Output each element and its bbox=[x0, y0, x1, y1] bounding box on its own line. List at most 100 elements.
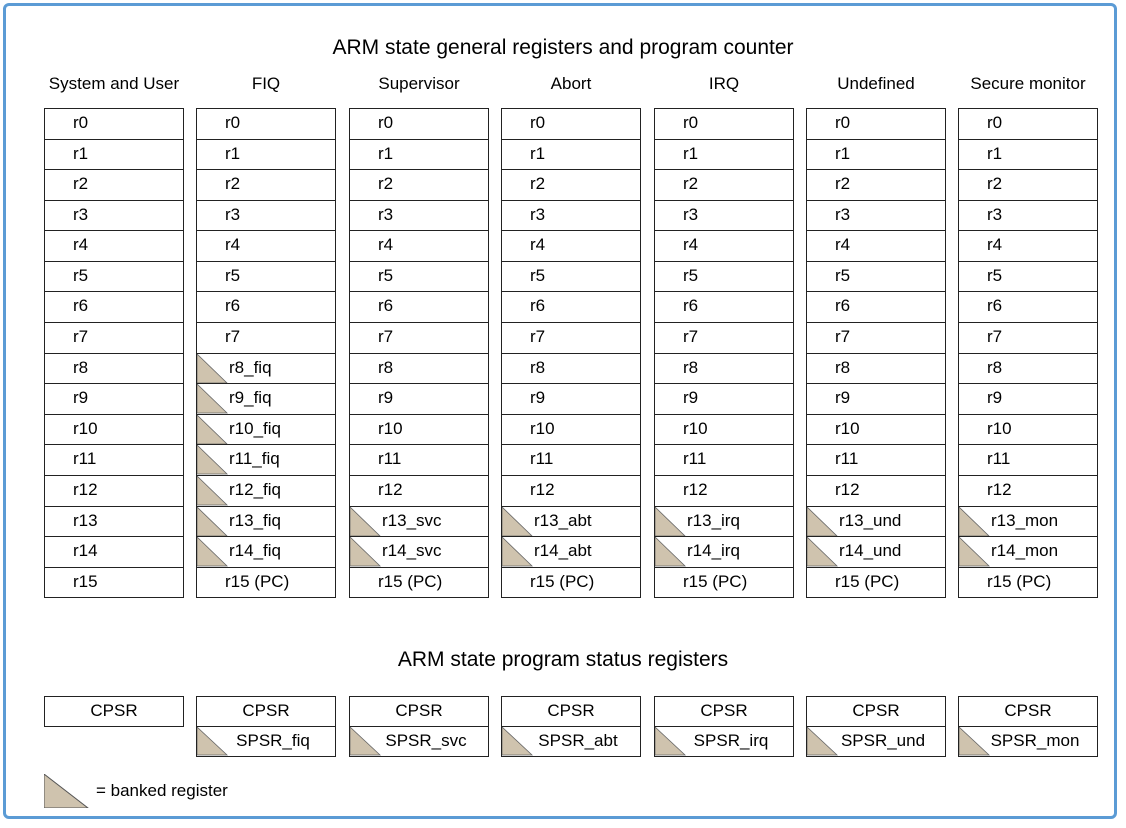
register-cell: r15 (PC) bbox=[349, 567, 489, 599]
register-cell: r6 bbox=[44, 292, 184, 324]
register-label: r2 bbox=[378, 174, 394, 194]
cpsr-cell: CPSR bbox=[196, 696, 336, 727]
register-label: r7 bbox=[530, 327, 546, 347]
mode-header-supervisor: Supervisor bbox=[378, 74, 460, 93]
register-label: r8 bbox=[378, 357, 394, 377]
register-cell: r9_fiq bbox=[196, 384, 336, 415]
register-label: r7 bbox=[683, 327, 699, 347]
register-label: r8 bbox=[530, 357, 546, 377]
register-cell: r8 bbox=[958, 353, 1098, 385]
register-cell: r4 bbox=[196, 231, 336, 262]
cpsr-cell: CPSR bbox=[501, 696, 641, 727]
spsr-cell: SPSR_svc bbox=[349, 727, 489, 757]
register-cell: r6 bbox=[349, 292, 489, 324]
register-cell: r10 bbox=[654, 414, 794, 446]
register-label: r9 bbox=[378, 388, 394, 408]
register-cell: r9 bbox=[501, 384, 641, 415]
mode-header-abort: Abort bbox=[550, 74, 592, 93]
register-cell: r6 bbox=[501, 292, 641, 324]
psr-label: CPSR bbox=[547, 701, 595, 720]
register-label: r13 bbox=[73, 510, 98, 530]
register-cell: r15 (PC) bbox=[654, 567, 794, 599]
register-cell: r6 bbox=[806, 292, 946, 324]
register-label: r4 bbox=[987, 235, 1003, 255]
register-label: r4 bbox=[225, 235, 241, 255]
banked-marker-icon bbox=[350, 506, 381, 537]
register-label: r6 bbox=[835, 296, 851, 316]
register-label: r7 bbox=[73, 327, 89, 347]
psr-label: SPSR_abt bbox=[538, 731, 618, 750]
register-cell: r3 bbox=[501, 200, 641, 232]
register-label: r15 (PC) bbox=[225, 571, 290, 591]
banked-marker-icon bbox=[197, 506, 228, 537]
register-label: r2 bbox=[73, 174, 89, 194]
psr-label: SPSR_irq bbox=[693, 731, 769, 750]
register-cell: r15 (PC) bbox=[501, 567, 641, 599]
register-label: r4 bbox=[73, 235, 89, 255]
register-label: r11 bbox=[73, 449, 97, 469]
register-cell: r7 bbox=[654, 323, 794, 354]
banked-marker-icon bbox=[655, 506, 686, 537]
register-label: r6 bbox=[225, 296, 241, 316]
register-label: r4 bbox=[683, 235, 699, 255]
register-cell: r11 bbox=[958, 445, 1098, 477]
register-label: r1 bbox=[987, 143, 1003, 163]
register-label: r14_irq bbox=[687, 541, 740, 561]
register-cell: r10 bbox=[349, 414, 489, 446]
register-cell: r15 (PC) bbox=[806, 567, 946, 599]
register-label: r10 bbox=[530, 418, 555, 438]
register-cell: r11 bbox=[44, 445, 184, 477]
register-label: r8 bbox=[835, 357, 851, 377]
register-label: r0 bbox=[73, 113, 89, 132]
register-column-irq: r0 r1 r2 r3 r4 r5 r6 r7 r8 r9 r10 r11 r12 r13_irq r14_… bbox=[654, 108, 794, 599]
register-cell: r6 bbox=[196, 292, 336, 324]
register-label: r10 bbox=[683, 418, 708, 438]
banked-marker-icon bbox=[502, 537, 533, 567]
register-cell: r8 bbox=[654, 353, 794, 385]
banked-marker-icon bbox=[807, 537, 838, 567]
register-label: r9 bbox=[835, 388, 851, 408]
register-cell: r12 bbox=[44, 476, 184, 507]
register-label: r4 bbox=[530, 235, 546, 255]
register-label: r3 bbox=[378, 204, 394, 224]
register-label: r4 bbox=[835, 235, 851, 255]
register-cell: r7 bbox=[196, 323, 336, 354]
psr-column-supervisor: CPSR SPSR_svc bbox=[349, 696, 489, 757]
banked-marker-icon bbox=[959, 727, 991, 756]
register-cell: r7 bbox=[501, 323, 641, 354]
register-cell: r11_fiq bbox=[196, 445, 336, 477]
register-cell: r12 bbox=[654, 476, 794, 507]
register-cell: r5 bbox=[196, 261, 336, 293]
banked-marker-icon bbox=[350, 727, 382, 756]
register-column-abort: r0 r1 r2 r3 r4 r5 r6 r7 r8 r9 r10 r11 r12 r13_abt r14_… bbox=[501, 108, 641, 599]
register-label: r3 bbox=[683, 204, 699, 224]
register-label: r14_svc bbox=[382, 541, 442, 561]
spsr-cell: SPSR_fiq bbox=[196, 727, 336, 757]
register-cell: r13_mon bbox=[958, 506, 1098, 538]
register-label: r2 bbox=[987, 174, 1003, 194]
register-cell: r1 bbox=[44, 139, 184, 171]
register-cell: r0 bbox=[44, 108, 184, 140]
register-label: r1 bbox=[530, 143, 546, 163]
register-label: r14_und bbox=[839, 541, 902, 561]
register-cell: r3 bbox=[196, 200, 336, 232]
register-label: r8 bbox=[987, 357, 1003, 377]
register-label: r1 bbox=[683, 143, 699, 163]
register-cell: r2 bbox=[806, 170, 946, 201]
register-cell: r10 bbox=[958, 414, 1098, 446]
cpsr-cell: CPSR bbox=[654, 696, 794, 727]
register-label: r13_mon bbox=[991, 510, 1059, 530]
register-cell: r1 bbox=[806, 139, 946, 171]
register-cell: r2 bbox=[654, 170, 794, 201]
register-cell: r13_und bbox=[806, 506, 946, 538]
register-label: r3 bbox=[987, 204, 1003, 224]
banked-marker-icon bbox=[502, 506, 533, 537]
register-label: r9 bbox=[530, 388, 546, 408]
legend-label: = banked register bbox=[96, 781, 228, 800]
register-label: r2 bbox=[530, 174, 546, 194]
register-cell: r12_fiq bbox=[196, 476, 336, 507]
register-label: r11_fiq bbox=[229, 449, 280, 469]
register-label: r10 bbox=[378, 418, 403, 438]
register-cell: r8 bbox=[501, 353, 641, 385]
register-cell: r14_svc bbox=[349, 537, 489, 568]
